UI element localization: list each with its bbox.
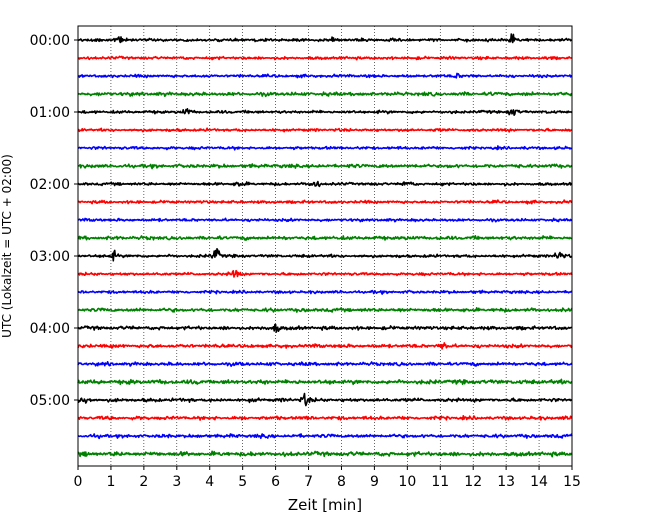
y-axis: 00:00 01:00 02:00 03:00 04:00 05:00 xyxy=(30,33,78,409)
y-tick-label: 00:00 xyxy=(30,33,70,49)
x-tick-label: 13 xyxy=(497,474,515,490)
trace-0130 xyxy=(77,145,573,151)
trace-0500 xyxy=(77,392,573,407)
x-tick-label: 3 xyxy=(172,474,181,490)
x-tick-label: 7 xyxy=(304,474,313,490)
trace-0230 xyxy=(77,217,573,223)
trace-0400 xyxy=(77,323,573,333)
trace-0445 xyxy=(77,378,573,386)
y-tick-label: 01:00 xyxy=(30,105,70,121)
trace-group xyxy=(77,33,573,458)
trace-0000 xyxy=(77,33,573,44)
y-tick-label: 03:00 xyxy=(30,249,70,265)
trace-0545 xyxy=(77,450,573,458)
trace-0315 xyxy=(77,269,573,278)
x-tick-label: 6 xyxy=(271,474,280,490)
trace-0200 xyxy=(77,180,573,188)
trace-0245 xyxy=(77,235,573,241)
x-axis: 0 1 2 3 4 5 6 7 8 9 10 11 12 13 14 15 xyxy=(74,466,581,490)
grid-lines xyxy=(110,26,540,466)
trace-0045 xyxy=(77,91,573,98)
trace-0430 xyxy=(77,361,573,367)
trace-0515 xyxy=(77,415,573,421)
trace-0530 xyxy=(77,433,573,440)
trace-0215 xyxy=(77,199,573,205)
x-tick-label: 1 xyxy=(106,474,115,490)
x-tick-label: 8 xyxy=(337,474,346,490)
y-tick-label: 04:00 xyxy=(30,321,70,337)
y-tick-label: 05:00 xyxy=(30,393,70,409)
trace-0100 xyxy=(77,108,573,116)
x-tick-label: 11 xyxy=(431,474,449,490)
trace-0415 xyxy=(77,342,573,350)
trace-0015 xyxy=(77,55,573,61)
trace-0300 xyxy=(77,248,573,262)
x-tick-label: 9 xyxy=(370,474,379,490)
x-tick-label: 2 xyxy=(139,474,148,490)
x-tick-label: 12 xyxy=(464,474,482,490)
x-tick-label: 14 xyxy=(530,474,548,490)
plot-frame xyxy=(77,25,573,467)
x-tick-label: 15 xyxy=(563,474,581,490)
x-tick-label: 0 xyxy=(74,474,83,490)
x-axis-label: Zeit [min] xyxy=(288,496,362,514)
trace-0030 xyxy=(77,72,573,79)
trace-0345 xyxy=(77,307,573,313)
y-axis-label: UTC (Lokalzeit = UTC + 02:00) xyxy=(0,154,14,338)
x-tick-label: 10 xyxy=(398,474,416,490)
trace-0330 xyxy=(77,289,573,295)
x-tick-label: 5 xyxy=(238,474,247,490)
y-tick-label: 02:00 xyxy=(30,177,70,193)
trace-0145 xyxy=(77,163,573,170)
trace-0115 xyxy=(77,127,573,133)
x-tick-label: 4 xyxy=(205,474,214,490)
